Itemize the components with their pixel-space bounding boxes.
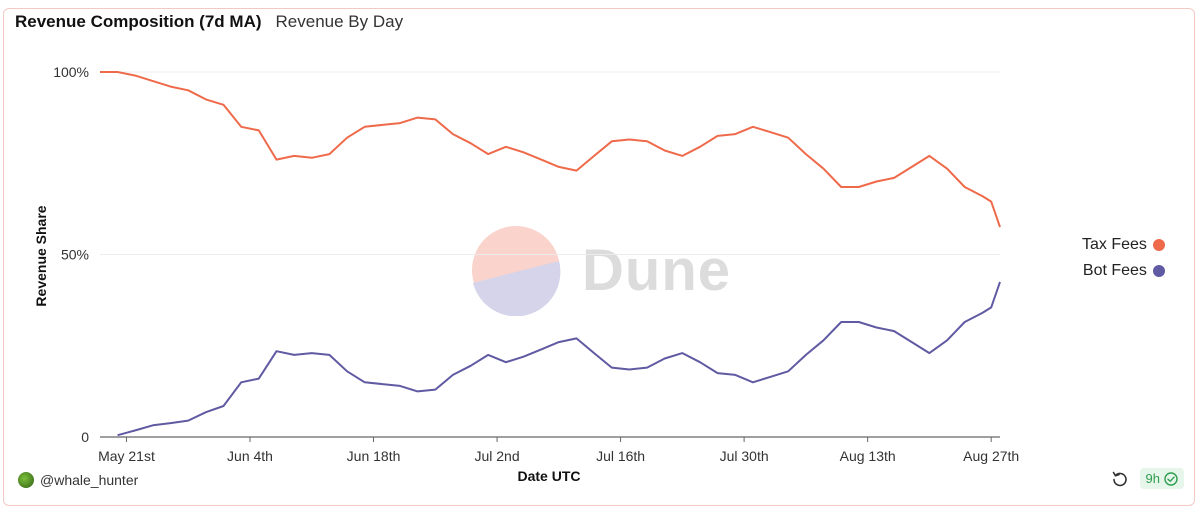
legend-swatch-bot-fees — [1152, 265, 1165, 277]
chart-legend: Tax Fees Bot Fees — [1082, 232, 1165, 284]
tab-revenue-by-day[interactable]: Revenue By Day — [275, 12, 404, 31]
refresh-icon[interactable] — [1110, 469, 1130, 489]
dune-logo-icon — [472, 226, 561, 316]
x-axis-title: Date UTC — [517, 468, 580, 484]
footer-controls: 9h — [1110, 468, 1184, 489]
legend-label-bot-fees: Bot Fees — [1082, 262, 1147, 279]
x-tick-label: May 21st — [98, 448, 155, 464]
legend-swatch-tax-fees — [1152, 239, 1165, 251]
series-lines — [100, 71, 1001, 437]
x-tick-label: Jul 16th — [596, 448, 645, 464]
y-axis-ticks: 0 50% 100% — [53, 64, 89, 445]
x-tick-label: Aug 27th — [963, 448, 1019, 464]
legend-item-tax-fees[interactable]: Tax Fees — [1082, 232, 1165, 258]
dune-watermark: Dune — [470, 224, 731, 316]
y-tick-label: 100% — [53, 64, 89, 80]
legend-item-bot-fees[interactable]: Bot Fees — [1082, 258, 1165, 284]
avatar — [18, 472, 34, 488]
y-tick-label: 50% — [61, 247, 89, 263]
watermark-text: Dune — [582, 237, 731, 303]
chart-card — [3, 8, 1195, 506]
x-tick-label: Jun 4th — [227, 448, 273, 464]
check-circle-icon — [1164, 471, 1178, 486]
legend-label-tax-fees: Tax Fees — [1082, 236, 1147, 253]
x-tick-label: Jul 2nd — [474, 448, 519, 464]
freshness-badge: 9h — [1139, 468, 1184, 489]
series-line-bot-fees — [117, 281, 1001, 437]
author-handle: @whale_hunter — [40, 472, 139, 488]
author-link[interactable]: @whale_hunter — [18, 472, 138, 488]
y-axis-title: Revenue Share — [33, 205, 49, 306]
x-axis-ticks: May 21st Jun 4th Jun 18th Jul 2nd Jul 16th Ju… — [98, 437, 1019, 464]
x-tick-label: Jun 18th — [347, 448, 401, 464]
series-line-tax-fees — [100, 71, 1001, 228]
tab-bar: Revenue Composition (7d MA) Revenue By D… — [15, 12, 403, 32]
tab-revenue-composition[interactable]: Revenue Composition (7d MA) — [15, 12, 262, 31]
x-tick-label: Aug 13th — [840, 448, 896, 464]
grid-lines — [100, 71, 1000, 438]
y-tick-label: 0 — [81, 429, 89, 445]
x-tick-label: Jul 30th — [720, 448, 769, 464]
freshness-age: 9h — [1145, 471, 1160, 486]
